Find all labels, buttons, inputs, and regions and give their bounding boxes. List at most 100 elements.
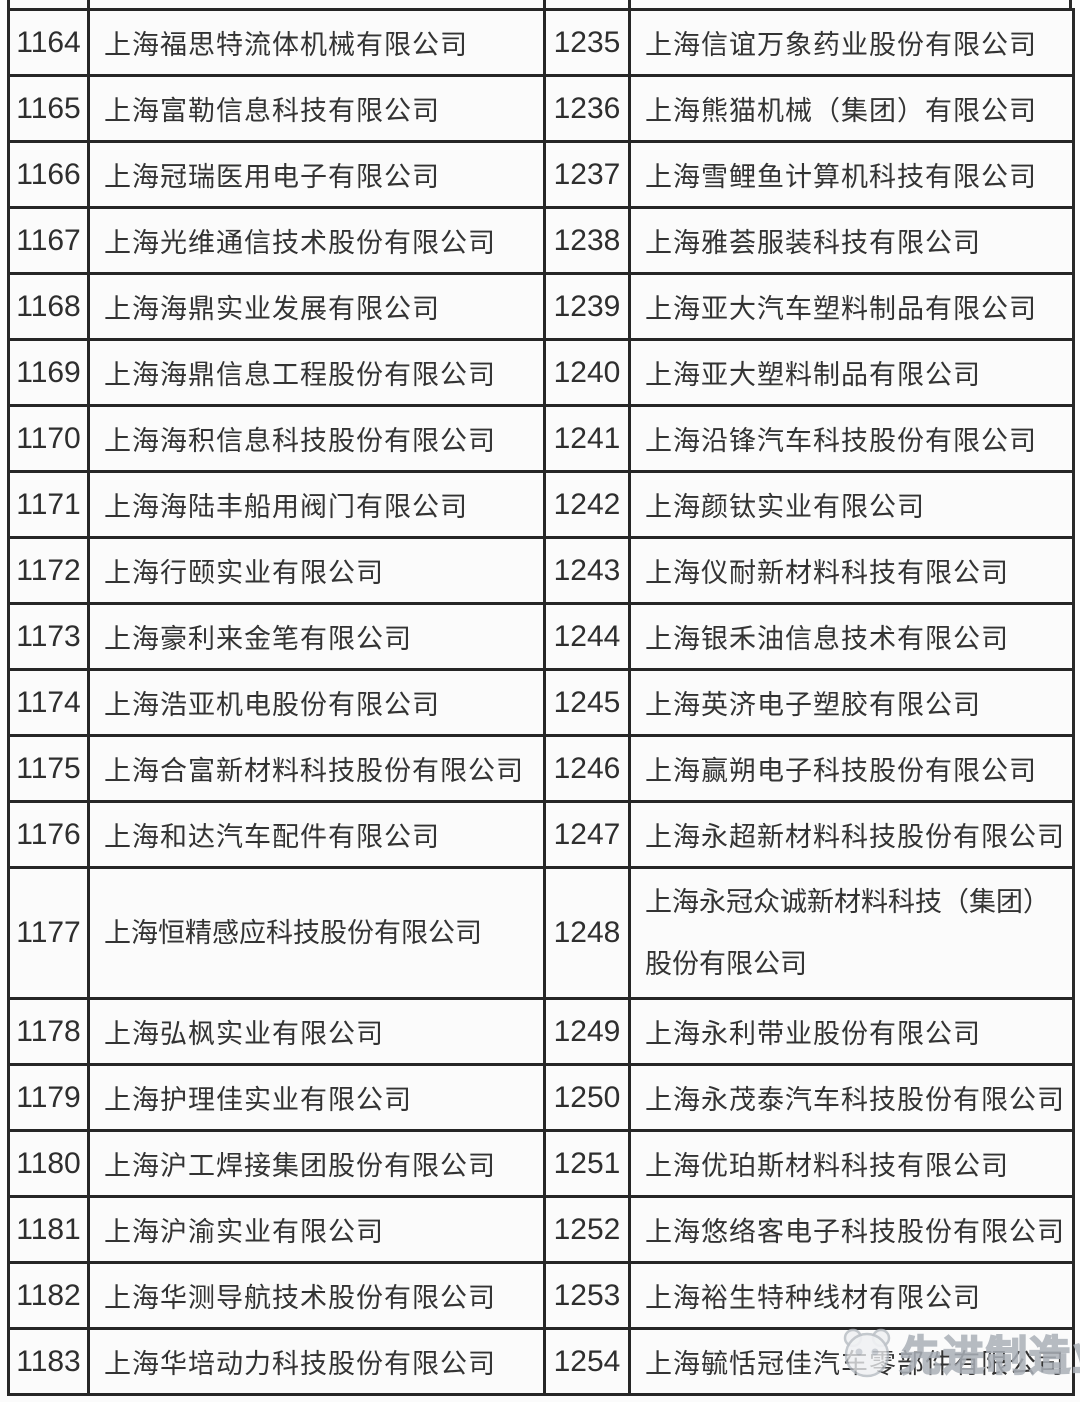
table-row: 1175 上海合富新材料科技股份有限公司 1246 上海赢朔电子科技股份有限公司 bbox=[7, 734, 1075, 803]
table-row: 1168 上海海鼎实业发展有限公司 1239 上海亚大汽车塑料制品有限公司 bbox=[7, 272, 1075, 341]
row-index-cell: 1235 bbox=[543, 8, 631, 77]
company-name-cell: 上海沪工焊接集团股份有限公司 bbox=[87, 1129, 546, 1198]
company-name-cell: 上海海陆丰船用阀门有限公司 bbox=[87, 470, 546, 539]
company-name-cell: 上海浩亚机电股份有限公司 bbox=[87, 668, 546, 737]
table-row: 1173 上海豪利来金笔有限公司 1244 上海银禾油信息技术有限公司 bbox=[7, 602, 1075, 671]
row-index-cell: 1237 bbox=[543, 140, 631, 209]
row-index-cell: 1239 bbox=[543, 272, 631, 341]
row-index-cell: 1174 bbox=[7, 668, 90, 737]
row-index-cell: 1182 bbox=[7, 1261, 90, 1330]
company-name-cell: 上海福思特流体机械有限公司 bbox=[87, 8, 546, 77]
table-row: 1172 上海行颐实业有限公司 1243 上海仪耐新材料科技有限公司 bbox=[7, 536, 1075, 605]
company-name-cell: 上海仪耐新材料科技有限公司 bbox=[628, 536, 1075, 605]
company-name-cell: 上海行颐实业有限公司 bbox=[87, 536, 546, 605]
row-index-cell: 1247 bbox=[543, 800, 631, 869]
table-gridline-stub bbox=[1069, 0, 1072, 10]
table-row: 1177 上海恒精感应科技股份有限公司 1248 上海永冠众诚新材料科技（集团）股份有… bbox=[7, 866, 1075, 1000]
row-index-cell: 1243 bbox=[543, 536, 631, 605]
company-name-cell: 上海赢朔电子科技股份有限公司 bbox=[628, 734, 1075, 803]
row-index-cell: 1250 bbox=[543, 1063, 631, 1132]
table-row: 1171 上海海陆丰船用阀门有限公司 1242 上海颜钛实业有限公司 bbox=[7, 470, 1075, 539]
company-name-cell: 上海永利带业股份有限公司 bbox=[628, 997, 1075, 1066]
company-name-cell: 上海海积信息科技股份有限公司 bbox=[87, 404, 546, 473]
table-row: 1183 上海华培动力科技股份有限公司 1254 上海毓恬冠佳汽车零部件有限公司 bbox=[7, 1327, 1075, 1396]
company-table-body: 1164 上海福思特流体机械有限公司 1235 上海信谊万象药业股份有限公司 1165 上… bbox=[7, 8, 1075, 1396]
company-name-cell: 上海华测导航技术股份有限公司 bbox=[87, 1261, 546, 1330]
company-name-cell: 上海银禾油信息技术有限公司 bbox=[628, 602, 1075, 671]
row-index-cell: 1175 bbox=[7, 734, 90, 803]
table-gridline-stub bbox=[7, 0, 10, 10]
company-name-cell: 上海裕生特种线材有限公司 bbox=[628, 1261, 1075, 1330]
table-row: 1170 上海海积信息科技股份有限公司 1241 上海沿锋汽车科技股份有限公司 bbox=[7, 404, 1075, 473]
row-index-cell: 1172 bbox=[7, 536, 90, 605]
company-name-cell: 上海富勒信息科技有限公司 bbox=[87, 74, 546, 143]
row-index-cell: 1241 bbox=[543, 404, 631, 473]
table-row: 1169 上海海鼎信息工程股份有限公司 1240 上海亚大塑料制品有限公司 bbox=[7, 338, 1075, 407]
table-row: 1178 上海弘枫实业有限公司 1249 上海永利带业股份有限公司 bbox=[7, 997, 1075, 1066]
row-index-cell: 1252 bbox=[543, 1195, 631, 1264]
company-name-cell: 上海护理佳实业有限公司 bbox=[87, 1063, 546, 1132]
row-index-cell: 1173 bbox=[7, 602, 90, 671]
row-index-cell: 1249 bbox=[543, 997, 631, 1066]
row-index-cell: 1177 bbox=[7, 866, 90, 1000]
row-index-cell: 1164 bbox=[7, 8, 90, 77]
company-name-cell: 上海永冠众诚新材料科技（集团）股份有限公司 bbox=[628, 866, 1075, 1000]
row-index-cell: 1180 bbox=[7, 1129, 90, 1198]
company-name-cell: 上海熊猫机械（集团）有限公司 bbox=[628, 74, 1075, 143]
company-name-cell: 上海悠络客电子科技股份有限公司 bbox=[628, 1195, 1075, 1264]
row-index-cell: 1171 bbox=[7, 470, 90, 539]
company-table: 1164 上海福思特流体机械有限公司 1235 上海信谊万象药业股份有限公司 1165 上… bbox=[7, 8, 1075, 1396]
company-name-cell: 上海亚大汽车塑料制品有限公司 bbox=[628, 272, 1075, 341]
row-index-cell: 1176 bbox=[7, 800, 90, 869]
row-index-cell: 1181 bbox=[7, 1195, 90, 1264]
row-index-cell: 1170 bbox=[7, 404, 90, 473]
table-row: 1164 上海福思特流体机械有限公司 1235 上海信谊万象药业股份有限公司 bbox=[7, 8, 1075, 77]
company-name-cell: 上海雪鲤鱼计算机科技有限公司 bbox=[628, 140, 1075, 209]
row-index-cell: 1183 bbox=[7, 1327, 90, 1396]
company-name-cell: 上海豪利来金笔有限公司 bbox=[87, 602, 546, 671]
row-index-cell: 1242 bbox=[543, 470, 631, 539]
row-index-cell: 1178 bbox=[7, 997, 90, 1066]
row-index-cell: 1238 bbox=[543, 206, 631, 275]
company-name-cell: 上海永超新材料科技股份有限公司 bbox=[628, 800, 1075, 869]
company-name-cell: 上海毓恬冠佳汽车零部件有限公司 bbox=[628, 1327, 1075, 1396]
company-name-cell: 上海和达汽车配件有限公司 bbox=[87, 800, 546, 869]
company-name-cell: 上海颜钛实业有限公司 bbox=[628, 470, 1075, 539]
row-index-cell: 1166 bbox=[7, 140, 90, 209]
table-gridline-stub bbox=[87, 0, 90, 10]
company-name-cell: 上海弘枫实业有限公司 bbox=[87, 997, 546, 1066]
row-index-cell: 1253 bbox=[543, 1261, 631, 1330]
row-index-cell: 1179 bbox=[7, 1063, 90, 1132]
row-index-cell: 1165 bbox=[7, 74, 90, 143]
company-name-cell: 上海亚大塑料制品有限公司 bbox=[628, 338, 1075, 407]
table-row: 1165 上海富勒信息科技有限公司 1236 上海熊猫机械（集团）有限公司 bbox=[7, 74, 1075, 143]
row-index-cell: 1168 bbox=[7, 272, 90, 341]
row-index-cell: 1254 bbox=[543, 1327, 631, 1396]
company-name-cell: 上海光维通信技术股份有限公司 bbox=[87, 206, 546, 275]
company-name-cell: 上海英济电子塑胶有限公司 bbox=[628, 668, 1075, 737]
company-name-cell: 上海雅荟服装科技有限公司 bbox=[628, 206, 1075, 275]
row-index-cell: 1244 bbox=[543, 602, 631, 671]
row-index-cell: 1240 bbox=[543, 338, 631, 407]
company-name-cell: 上海冠瑞医用电子有限公司 bbox=[87, 140, 546, 209]
company-name-cell: 上海沿锋汽车科技股份有限公司 bbox=[628, 404, 1075, 473]
row-index-cell: 1251 bbox=[543, 1129, 631, 1198]
row-index-cell: 1245 bbox=[543, 668, 631, 737]
table-row: 1180 上海沪工焊接集团股份有限公司 1251 上海优珀斯材料科技有限公司 bbox=[7, 1129, 1075, 1198]
row-index-cell: 1248 bbox=[543, 866, 631, 1000]
row-index-cell: 1246 bbox=[543, 734, 631, 803]
table-row: 1176 上海和达汽车配件有限公司 1247 上海永超新材料科技股份有限公司 bbox=[7, 800, 1075, 869]
table-row: 1167 上海光维通信技术股份有限公司 1238 上海雅荟服装科技有限公司 bbox=[7, 206, 1075, 275]
company-name-cell: 上海海鼎实业发展有限公司 bbox=[87, 272, 546, 341]
company-name-cell: 上海华培动力科技股份有限公司 bbox=[87, 1327, 546, 1396]
company-name-cell: 上海合富新材料科技股份有限公司 bbox=[87, 734, 546, 803]
company-name-cell: 上海信谊万象药业股份有限公司 bbox=[628, 8, 1075, 77]
company-name-cell: 上海优珀斯材料科技有限公司 bbox=[628, 1129, 1075, 1198]
table-row: 1182 上海华测导航技术股份有限公司 1253 上海裕生特种线材有限公司 bbox=[7, 1261, 1075, 1330]
row-index-cell: 1167 bbox=[7, 206, 90, 275]
company-name-cell: 上海沪渝实业有限公司 bbox=[87, 1195, 546, 1264]
table-row: 1179 上海护理佳实业有限公司 1250 上海永茂泰汽车科技股份有限公司 bbox=[7, 1063, 1075, 1132]
row-index-cell: 1236 bbox=[543, 74, 631, 143]
table-row: 1181 上海沪渝实业有限公司 1252 上海悠络客电子科技股份有限公司 bbox=[7, 1195, 1075, 1264]
